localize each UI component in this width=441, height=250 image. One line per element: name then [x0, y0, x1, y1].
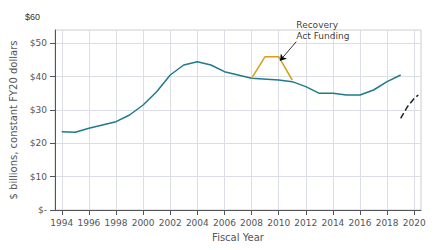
svg-text:Fiscal Year: Fiscal Year — [212, 232, 265, 243]
svg-text:1998: 1998 — [105, 218, 128, 228]
svg-text:2006: 2006 — [213, 218, 236, 228]
svg-text:2008: 2008 — [240, 218, 263, 228]
svg-text:$40: $40 — [30, 72, 47, 82]
svg-text:2014: 2014 — [321, 218, 344, 228]
svg-text:1994: 1994 — [50, 218, 73, 228]
svg-text:2010: 2010 — [267, 218, 290, 228]
svg-text:2016: 2016 — [349, 218, 372, 228]
svg-text:$ billions, constant FY20 doll: $ billions, constant FY20 dollars — [8, 41, 19, 200]
svg-text:2020: 2020 — [403, 218, 426, 228]
svg-text:$50: $50 — [30, 38, 47, 48]
svg-text:$20: $20 — [30, 138, 47, 148]
svg-text:$60: $60 — [25, 12, 40, 22]
svg-text:2000: 2000 — [132, 218, 155, 228]
svg-text:1996: 1996 — [77, 218, 100, 228]
svg-text:$30: $30 — [30, 105, 47, 115]
svg-text:2018: 2018 — [376, 218, 399, 228]
svg-text:$10: $10 — [30, 172, 47, 182]
svg-text:Recovery: Recovery — [296, 20, 338, 30]
svg-text:2012: 2012 — [294, 218, 317, 228]
svg-text:Act Funding: Act Funding — [296, 31, 349, 41]
svg-text:$-: $- — [38, 205, 47, 215]
svg-text:2002: 2002 — [159, 218, 182, 228]
svg-text:2004: 2004 — [186, 218, 209, 228]
